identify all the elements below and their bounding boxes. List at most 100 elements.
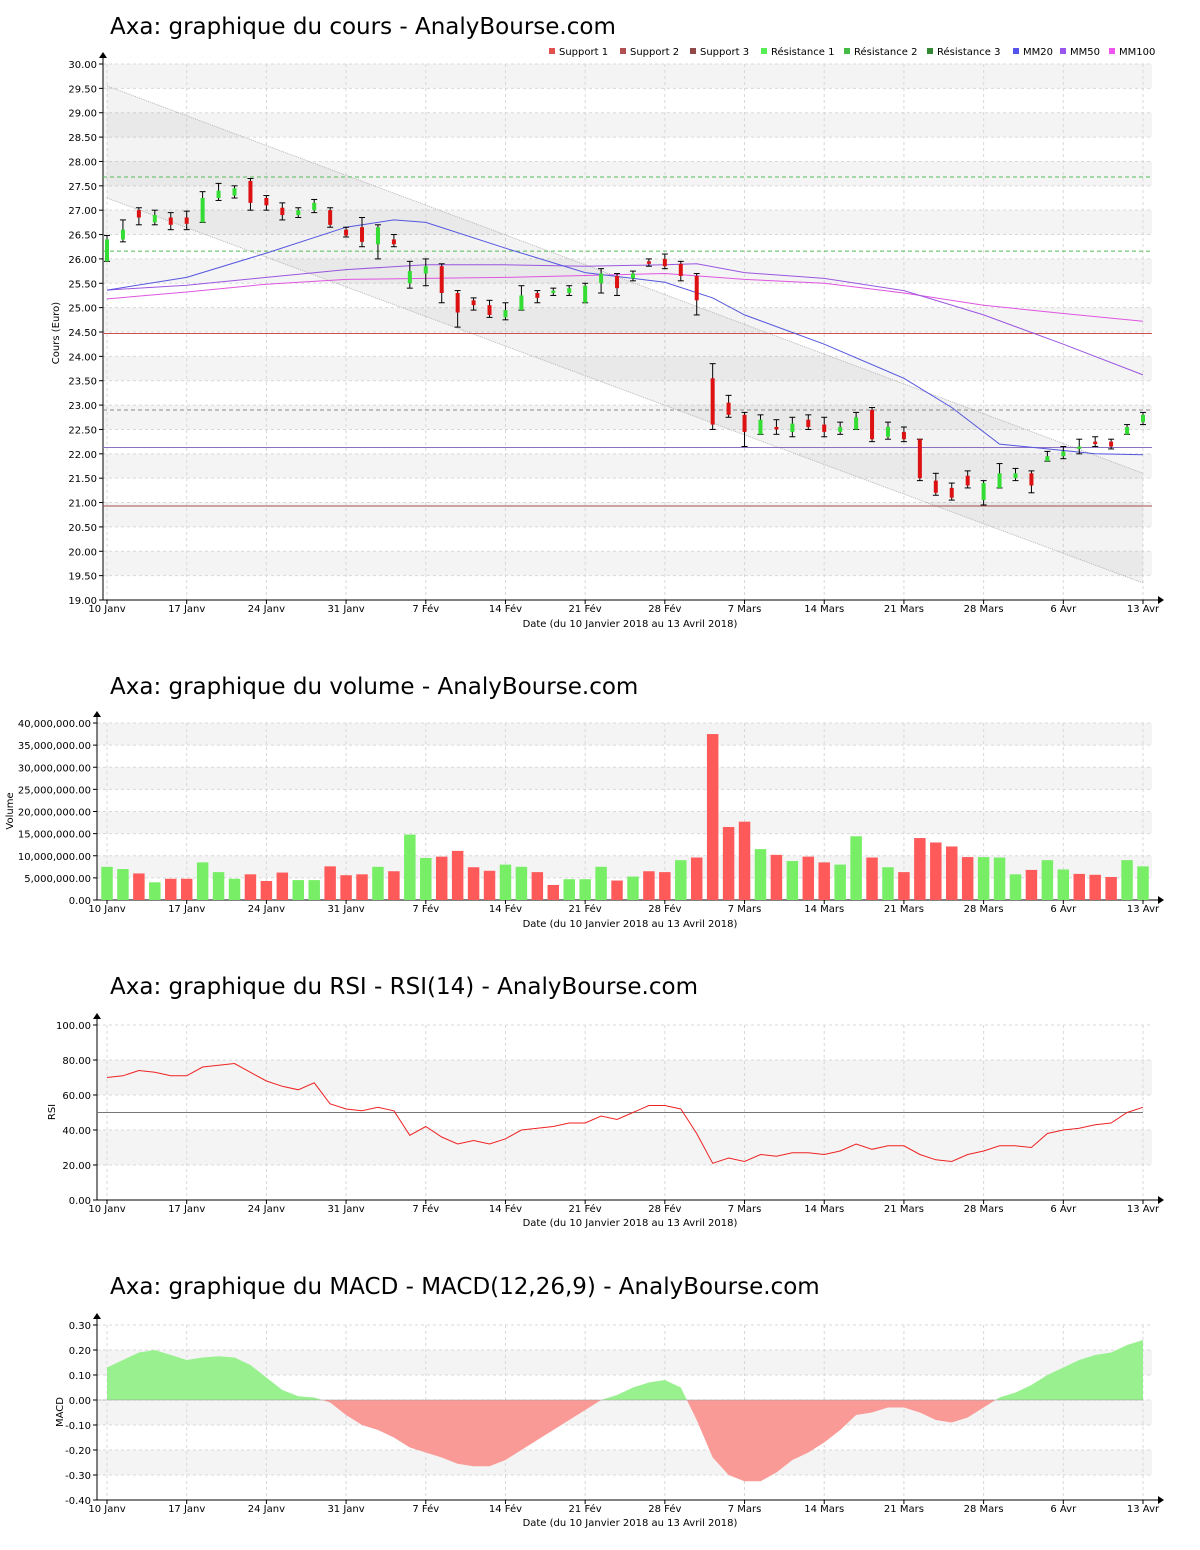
candle-body — [901, 431, 906, 440]
candle — [438, 263, 445, 304]
volume-bar — [165, 878, 177, 900]
x-tick-label: 14 Mars — [804, 1204, 844, 1215]
price-plot — [103, 85, 1152, 584]
y-tick-label: 40,000,000.00 — [18, 719, 91, 730]
y-tick-label: 24.50 — [68, 328, 97, 339]
macd-y-axis-label: MACD — [55, 1397, 66, 1427]
y-tick-label: 27.00 — [68, 206, 97, 217]
candle-body — [599, 273, 604, 284]
volume-bar — [324, 866, 336, 900]
macd-y-ticks: -0.40 -0.30 -0.20 -0.10 0.00 0.10 0.20 0.30 — [65, 1321, 97, 1507]
candle — [900, 426, 907, 443]
candle-body — [184, 217, 189, 224]
rsi-x-axis-label: Date (du 10 Janvier 2018 au 13 Avril 201… — [523, 1218, 738, 1229]
volume-bar — [993, 857, 1006, 900]
x-tick-label: 14 Fév — [489, 1503, 522, 1515]
candle-body — [1125, 427, 1130, 435]
candle-body — [1077, 446, 1082, 449]
candle-body — [774, 427, 779, 430]
volume-bar — [101, 866, 113, 900]
candle-body — [854, 417, 859, 430]
candle-body — [710, 378, 715, 425]
grid-band — [97, 1350, 1152, 1375]
legend-label: MM20 — [1023, 47, 1053, 58]
candle-body — [455, 293, 460, 313]
candle-body — [567, 288, 572, 294]
candle-body — [264, 198, 269, 206]
x-tick-label: 24 Janv — [248, 1204, 285, 1215]
candle-body — [965, 475, 970, 486]
candle — [582, 282, 589, 304]
candle-body — [407, 271, 412, 284]
candle — [151, 209, 158, 226]
candle-body — [471, 300, 476, 306]
candle-body — [981, 483, 986, 501]
candle-body — [694, 275, 699, 301]
volume-bar — [356, 874, 368, 900]
candle — [932, 472, 939, 496]
candle-body — [120, 229, 125, 240]
volume-bar — [611, 880, 623, 900]
grid-band — [97, 723, 1152, 746]
grid-band — [103, 307, 1152, 332]
y-tick-label: 26.50 — [68, 231, 97, 242]
candle-body — [1029, 473, 1034, 486]
candle — [725, 394, 732, 418]
volume-bar — [802, 856, 815, 900]
candle-body — [615, 275, 620, 289]
x-tick-label: 21 Fév — [569, 603, 602, 615]
x-tick-label: 21 Fév — [569, 903, 602, 915]
volume-bar — [722, 826, 735, 900]
candle-body — [742, 414, 747, 432]
y-tick-label: 23.00 — [68, 401, 97, 412]
y-tick-label: 29.50 — [68, 84, 97, 95]
legend-swatch — [1060, 48, 1066, 54]
y-tick-label: 22.50 — [68, 425, 97, 436]
x-tick-label: 13 Avr — [1127, 604, 1160, 615]
legend-label: MM100 — [1119, 47, 1155, 58]
volume-bar — [180, 878, 193, 900]
candle-body — [232, 188, 237, 196]
x-tick-label: 17 Janv — [168, 1504, 205, 1515]
x-tick-label: 21 Mars — [884, 1504, 924, 1515]
x-tick-label: 7 Fév — [412, 603, 439, 615]
volume-bar — [930, 842, 942, 900]
candle-body — [1109, 441, 1114, 447]
candle — [295, 207, 302, 218]
candle — [183, 210, 190, 231]
volume-bar — [627, 876, 639, 900]
candle — [454, 290, 461, 328]
legend-label: Support 3 — [700, 47, 749, 58]
x-tick-label: 21 Mars — [884, 604, 924, 615]
candle — [486, 299, 493, 318]
volume-bar — [515, 866, 528, 900]
candle-body — [758, 419, 763, 435]
volume-bar — [754, 849, 767, 900]
x-tick-label: 21 Mars — [884, 904, 924, 915]
candle-body — [1093, 441, 1098, 445]
y-tick-label: 19.00 — [68, 596, 97, 607]
volume-bar — [770, 854, 783, 900]
candle — [247, 178, 254, 211]
y-axis-arrow — [93, 1313, 101, 1319]
y-tick-label: 20.00 — [68, 547, 97, 558]
x-tick-label: 21 Fév — [569, 1203, 602, 1215]
candle — [661, 253, 668, 270]
candle — [231, 185, 238, 199]
x-tick-label: 6 Avr — [1050, 904, 1077, 915]
grid-band — [97, 1130, 1152, 1165]
candle — [374, 224, 381, 260]
candle-body — [949, 487, 954, 498]
y-tick-label: 28.00 — [68, 157, 97, 168]
candle — [741, 411, 748, 448]
candle-body — [360, 227, 365, 242]
candle — [1044, 450, 1051, 462]
macd-positive-area — [995, 1340, 1143, 1400]
legend-swatch — [549, 48, 555, 54]
volume-bar — [961, 857, 974, 900]
candle — [853, 411, 860, 430]
candle-body — [551, 290, 556, 294]
candle-body — [503, 310, 508, 318]
legend-label: MM50 — [1070, 47, 1100, 58]
